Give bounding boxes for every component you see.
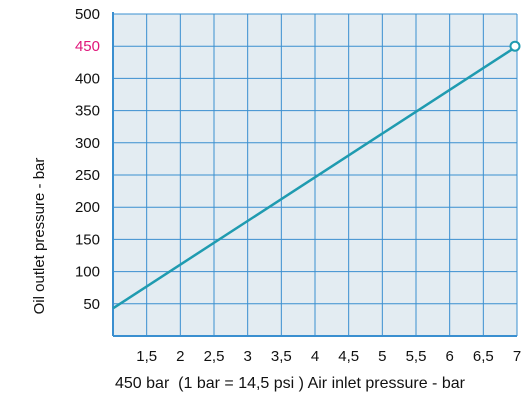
x-tick-label: 4,5 <box>338 348 359 365</box>
y-tick-label: 200 <box>75 199 100 216</box>
y-tick-label: 150 <box>75 231 100 248</box>
x-tick-label: 2,5 <box>204 348 225 365</box>
y-tick-label: 400 <box>75 70 100 87</box>
x-tick-label: 6 <box>445 348 453 365</box>
y-tick-label: 500 <box>75 6 100 23</box>
y-tick-label: 300 <box>75 135 100 152</box>
x-tick-label: 1,5 <box>136 348 157 365</box>
y-tick-label: 450 <box>75 38 100 55</box>
data-point-end <box>509 40 521 52</box>
x-tick-label: 5 <box>378 348 386 365</box>
x-tick-label: 4 <box>311 348 319 365</box>
x-axis-label: 450 bar (1 bar = 14,5 psi ) Air inlet pr… <box>115 375 466 392</box>
x-tick-label: 2 <box>176 348 184 365</box>
x-tick-label: 6,5 <box>473 348 494 365</box>
y-tick-label: 350 <box>75 103 100 120</box>
x-tick-label: 3,5 <box>271 348 292 365</box>
x-tick-label: 3 <box>243 348 251 365</box>
y-tick-label: 100 <box>75 264 100 281</box>
y-axis-label: Oil outlet pressure - bar <box>31 158 48 315</box>
x-tick-label: 5,5 <box>406 348 427 365</box>
y-tick-label: 50 <box>83 296 100 313</box>
x-tick-label: 7 <box>513 348 521 365</box>
y-tick-label: 250 <box>75 167 100 184</box>
data-line <box>112 45 518 310</box>
